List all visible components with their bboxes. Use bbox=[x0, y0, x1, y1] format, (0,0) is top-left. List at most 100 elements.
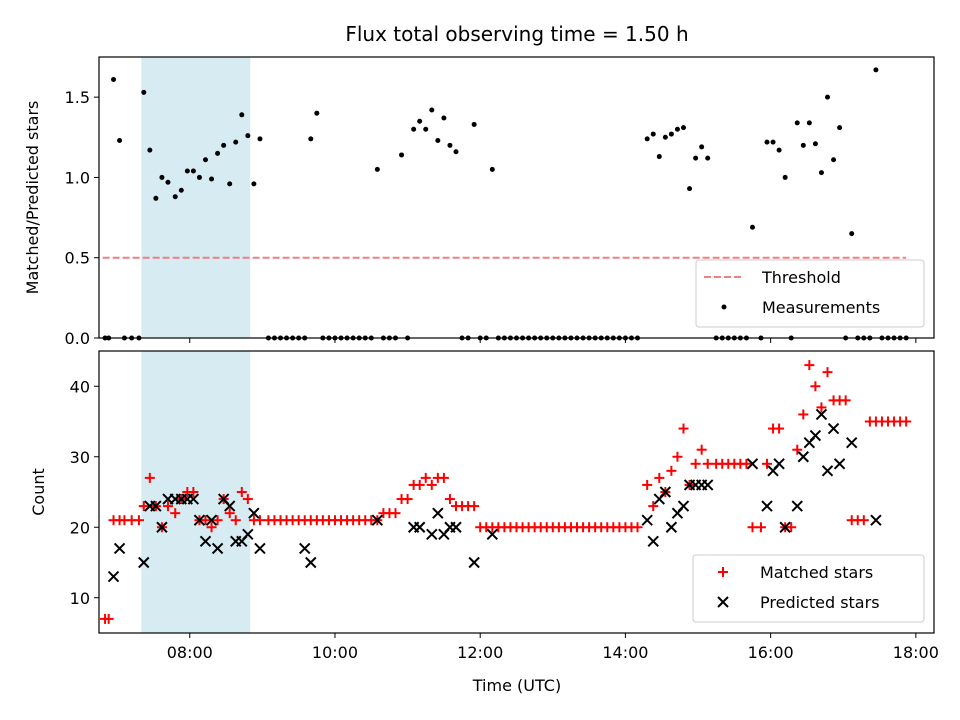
x-tick-label: 12:00 bbox=[457, 643, 503, 662]
matched-star-point bbox=[632, 522, 643, 533]
predicted-star-point bbox=[413, 521, 426, 533]
marker-d2 bbox=[746, 458, 759, 470]
measurement-point bbox=[153, 195, 159, 201]
measurement-point bbox=[873, 67, 879, 73]
predicted-star-point bbox=[846, 436, 858, 449]
measurement-point bbox=[447, 142, 453, 148]
bottom-axes-frame bbox=[98, 350, 935, 634]
predicted-star-point bbox=[107, 570, 120, 583]
predicted-stars-legend-label: Predicted stars bbox=[760, 593, 880, 612]
matched-stars-legend-marker bbox=[718, 567, 728, 577]
measurement-point bbox=[705, 155, 711, 161]
measurement-point bbox=[190, 168, 196, 174]
predicted-star-point bbox=[827, 422, 840, 435]
marker-d2 bbox=[791, 500, 803, 512]
top-panel: 0.0 0.5 1.0 1.5 Matched/Predicted stars Thr… bbox=[23, 56, 935, 348]
marker-d2 bbox=[371, 514, 384, 526]
measurement-point bbox=[209, 176, 215, 182]
measurement-point bbox=[818, 170, 824, 176]
marker-d2 bbox=[248, 507, 260, 519]
marker-d2 bbox=[254, 542, 266, 555]
matched-star-point bbox=[236, 487, 247, 497]
predicted-star-point bbox=[815, 408, 828, 421]
measurement-point bbox=[825, 94, 831, 100]
bottom-legend: Matched stars Predicted stars bbox=[692, 554, 925, 623]
predicted-star-point bbox=[797, 451, 810, 463]
predicted-star-point bbox=[468, 556, 480, 569]
measurement-point bbox=[764, 139, 770, 145]
bottom-y-axis-label: Count bbox=[29, 468, 48, 516]
matched-stars-legend-label: Matched stars bbox=[760, 563, 873, 582]
marker-d2 bbox=[797, 451, 810, 463]
legend-plus bbox=[718, 567, 728, 577]
matched-star-point bbox=[212, 515, 223, 526]
measurements-legend-marker bbox=[721, 304, 727, 310]
measurement-point bbox=[215, 150, 221, 156]
predicted-star-point bbox=[833, 458, 846, 470]
predicted-star-point bbox=[205, 514, 218, 526]
top-legend-box bbox=[695, 259, 925, 328]
matched-star-point bbox=[230, 515, 241, 526]
measurement-point bbox=[812, 141, 818, 147]
bottom-x-axis: 08:00 10:00 12:00 14:00 16:00 18:00 bbox=[167, 633, 939, 662]
measurement-point bbox=[831, 157, 837, 163]
x-tick-label: 10:00 bbox=[312, 643, 358, 662]
predicted-star-point bbox=[773, 458, 785, 470]
matched-star-point bbox=[420, 472, 431, 483]
marker-d2 bbox=[827, 422, 840, 435]
predicted-star-point bbox=[248, 507, 260, 519]
top-y-axis: 0.0 0.5 1.0 1.5 bbox=[65, 88, 99, 348]
matched-star-point bbox=[162, 501, 173, 512]
matched-star-point bbox=[188, 487, 199, 497]
matched-star-point bbox=[469, 501, 480, 512]
matched-star-point bbox=[762, 458, 772, 469]
marker-d2 bbox=[641, 514, 653, 526]
predicted-star-point bbox=[870, 514, 882, 526]
matched-star-point bbox=[103, 613, 114, 624]
predicted-star-point bbox=[113, 542, 126, 555]
threshold-legend-label: Threshold bbox=[761, 268, 841, 287]
marker-d2 bbox=[761, 500, 773, 512]
measurement-point bbox=[644, 136, 650, 142]
marker-d2 bbox=[468, 556, 480, 569]
measurement-point bbox=[257, 136, 263, 142]
matched-star-point bbox=[654, 472, 665, 483]
measurement-point bbox=[794, 120, 800, 126]
matched-star-point bbox=[144, 472, 155, 483]
bottom-legend-box bbox=[692, 554, 925, 623]
marker-d2 bbox=[187, 493, 200, 505]
matched-star-point bbox=[804, 360, 815, 371]
top-highlight-rect bbox=[141, 57, 251, 338]
measurement-point bbox=[202, 157, 208, 163]
marker-d2 bbox=[701, 479, 714, 491]
predicted-star-point bbox=[254, 542, 266, 555]
top-axes-frame bbox=[98, 56, 935, 339]
y-tick-label: 1.0 bbox=[65, 168, 90, 187]
marker-d2 bbox=[305, 556, 317, 569]
measurement-point bbox=[837, 125, 843, 131]
figure-title: Flux total observing time = 1.50 h bbox=[345, 22, 688, 46]
measurement-point bbox=[453, 149, 459, 155]
predicted-star-point bbox=[193, 514, 206, 526]
y-tick-label: 10 bbox=[70, 589, 90, 608]
measurement-point bbox=[399, 152, 405, 158]
x-tick-label: 18:00 bbox=[893, 643, 939, 662]
measurement-point bbox=[471, 121, 477, 127]
marker-d2 bbox=[833, 458, 846, 470]
matched-star-point bbox=[224, 508, 235, 519]
matched-star-point bbox=[810, 381, 821, 392]
marker-d2 bbox=[211, 542, 224, 555]
measurement-point bbox=[251, 181, 257, 187]
matched-star-point bbox=[840, 395, 851, 406]
predicted-stars-legend-marker bbox=[717, 596, 729, 608]
measurements-legend-label: Measurements bbox=[762, 298, 880, 317]
predicted-star-point bbox=[138, 556, 150, 569]
measurement-point bbox=[668, 131, 674, 137]
predicted-star-point bbox=[746, 458, 759, 470]
top-x-ticks bbox=[189, 338, 917, 343]
marker-d2 bbox=[223, 500, 236, 512]
matched-star-point bbox=[133, 515, 144, 526]
measurement-point bbox=[429, 107, 435, 113]
